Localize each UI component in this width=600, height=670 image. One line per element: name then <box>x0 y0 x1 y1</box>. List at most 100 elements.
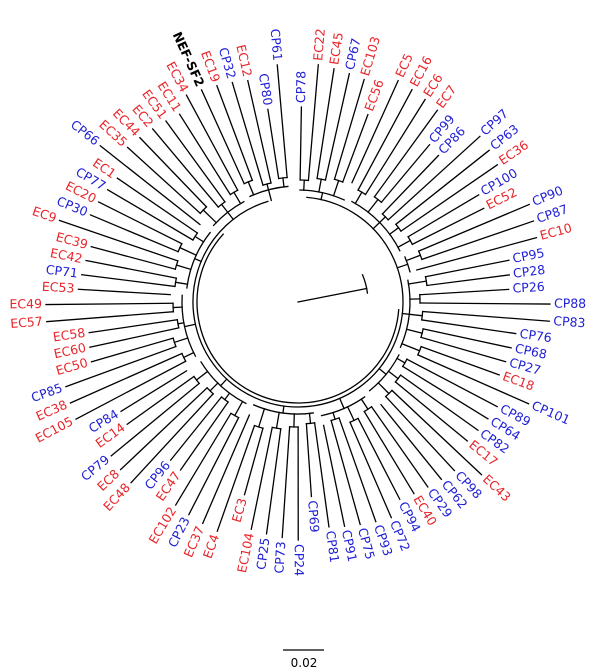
subclade-stem-branch <box>354 191 363 205</box>
terminal-branch <box>400 163 499 233</box>
tip-label: CP67 <box>342 37 364 72</box>
subclade-arc <box>316 177 327 181</box>
terminal-branch <box>89 214 179 253</box>
clade-stem-branch <box>338 397 345 410</box>
terminal-branch <box>231 81 264 186</box>
subclade-stem-branch <box>332 411 336 421</box>
subclade-arc <box>192 232 199 241</box>
terminal-branch <box>419 288 510 296</box>
tip-label: CP26 <box>512 279 545 296</box>
subclade-stem-branch <box>405 328 423 334</box>
terminal-branch <box>421 310 550 322</box>
tip-label: CP83 <box>553 313 586 330</box>
terminal-branch <box>422 328 512 349</box>
tip-label: CP25 <box>253 537 272 571</box>
tip-label: CP73 <box>271 541 288 574</box>
terminal-branch <box>77 288 171 296</box>
terminal-branch <box>174 412 232 506</box>
terminal-branch <box>357 88 413 191</box>
terminal-branch <box>421 220 535 261</box>
terminal-branch <box>411 207 485 246</box>
clade-arc <box>404 256 411 273</box>
terminal-branch <box>380 143 431 204</box>
terminal-branch <box>216 84 254 182</box>
tip-label: EC3 <box>229 496 250 524</box>
terminal-branch <box>69 352 183 404</box>
terminal-branch <box>88 319 179 334</box>
terminal-branch <box>351 79 400 184</box>
terminal-branch <box>357 417 401 501</box>
tip-label: CP88 <box>554 296 586 311</box>
terminal-branch <box>399 374 479 432</box>
subclade-arc <box>420 310 424 321</box>
subclade-arc <box>373 195 383 204</box>
terminal-branch <box>126 146 202 215</box>
terminal-branch <box>341 113 369 183</box>
terminal-branch <box>381 154 440 215</box>
terminal-branch <box>267 108 280 180</box>
subclade-stem-branch <box>282 177 285 188</box>
subclade-stem-branch <box>360 398 369 411</box>
terminal-branch <box>119 386 209 471</box>
terminal-branch <box>313 422 330 528</box>
terminal-branch <box>420 319 517 335</box>
tip-label: EC49 <box>9 296 42 311</box>
subclade-stem-branch <box>220 203 229 214</box>
subclade-stem-branch <box>257 408 266 428</box>
subclade-stem-branch <box>308 412 312 425</box>
terminal-branch <box>364 98 426 196</box>
subclade-arc <box>424 275 428 287</box>
subclade-stem-branch <box>182 351 195 359</box>
terminal-branch <box>424 259 510 278</box>
terminal-branch <box>116 177 199 234</box>
clade-arc <box>299 189 346 201</box>
terminal-branch <box>179 401 230 471</box>
subclade-arc <box>305 422 316 425</box>
terminal-branch <box>370 405 429 488</box>
subclade-stem-branch <box>401 342 421 352</box>
subclade-stem-branch <box>408 313 423 317</box>
terminal-branch <box>380 403 443 481</box>
subclade-stem-branch <box>173 337 189 344</box>
clade-stem-branch <box>320 191 324 201</box>
tip-label: EC60 <box>52 340 87 362</box>
terminal-branch <box>349 421 393 519</box>
subclade-stem-branch <box>223 392 231 401</box>
clade-stem-branch <box>267 189 273 202</box>
terminal-branch <box>401 365 489 420</box>
terminal-branch <box>80 273 176 288</box>
tip-label: CP68 <box>514 340 549 361</box>
subclade-stem-branch <box>233 400 244 417</box>
terminal-branch <box>120 369 188 413</box>
terminal-branch <box>316 68 335 180</box>
subclade-stem-branch <box>247 181 255 196</box>
clade-stem-branch <box>183 323 197 328</box>
tip-label: EC56 <box>361 77 386 113</box>
subclade-arc <box>407 235 414 246</box>
tip-label: CP61 <box>268 28 286 61</box>
tip-label: EC12 <box>233 43 255 78</box>
subclade-stem-branch <box>233 191 242 205</box>
terminal-branch <box>250 426 273 531</box>
subclade-stem-branch <box>194 235 205 243</box>
tip-label: CP78 <box>293 71 309 103</box>
terminal-branch <box>187 416 240 516</box>
subclade-stem-branch <box>367 198 379 214</box>
terminal-branch <box>89 327 180 348</box>
tip-label: CP69 <box>305 500 322 533</box>
tip-label: CP101 <box>530 398 573 428</box>
subclade-stem-branch <box>405 254 422 262</box>
tip-label: CP28 <box>512 262 546 281</box>
terminal-branch <box>333 78 365 181</box>
backbone-arc-inner <box>196 233 400 404</box>
terminal-branch <box>420 336 507 363</box>
terminal-branch <box>126 375 195 426</box>
terminal-branch <box>247 79 272 184</box>
subclade-arc <box>271 426 282 430</box>
terminal-branch <box>322 424 346 527</box>
tip-label: CP76 <box>519 326 553 345</box>
subclade-arc <box>174 277 178 288</box>
subclade-arc <box>401 358 408 368</box>
terminal-branch <box>338 417 377 523</box>
